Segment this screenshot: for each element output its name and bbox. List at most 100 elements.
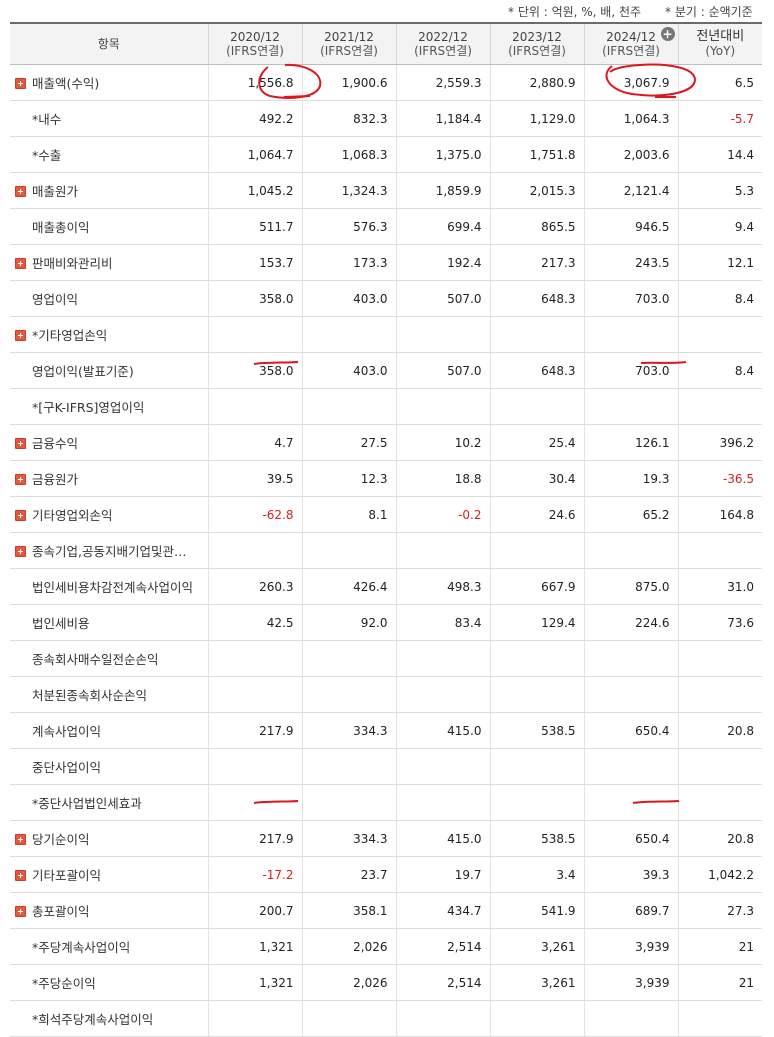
value-2023: 25.4 [489,424,584,461]
value-2022 [395,1000,490,1037]
row-label-cell: *내수 [10,100,208,137]
row-label-cell: 법인세비용차감전계속사업이익 [10,568,208,605]
plus-circle-icon[interactable]: + [660,27,675,41]
value-2020: 200.7 [207,892,302,929]
row-label-cell[interactable]: 총포괄이익 [10,892,208,929]
table-row: 종속기업,공동지배기업및관… [10,532,762,569]
expand-plus-icon[interactable] [15,546,26,557]
row-label: *기타영업손익 [32,328,108,343]
row-label: 영업이익(발표기준) [32,364,134,379]
row-label: 매출원가 [32,184,79,199]
value-2022: 498.3 [395,568,490,605]
row-label: *주당계속사업이익 [32,940,131,955]
expand-plus-icon[interactable] [15,258,26,269]
value-2020: 511.7 [207,208,302,245]
expand-plus-icon[interactable] [15,906,26,917]
value-2024: 650.4 [583,820,678,857]
value-2021: 1,900.6 [301,64,396,101]
row-label: 법인세비용 [32,616,90,631]
unit-label: * 단위 : 억원, %, 배, 천주 [508,5,642,19]
value-2021: 334.3 [301,820,396,857]
header-col-2021: 2021/12 (IFRS연결) [301,22,396,65]
value-2020: -62.8 [207,496,302,533]
header-item: 항목 [10,22,208,65]
row-label-cell[interactable]: 금융수익 [10,424,208,461]
value-2022: 415.0 [395,712,490,749]
row-label-cell[interactable]: *기타영업손익 [10,316,208,353]
value-2022: 19.7 [395,856,490,893]
expand-plus-icon[interactable] [15,870,26,881]
table-row: 영업이익(발표기준) 358.0 403.0 507.0 648.3 703.0 8.4 [10,352,762,389]
value-2024: 703.0 [583,352,678,389]
expand-plus-icon[interactable] [15,474,26,485]
value-2024 [583,532,678,569]
value-yoy: 20.8 [677,712,762,749]
value-2021 [301,640,396,677]
quarter-basis-label: * 분기 : 순액기준 [665,5,753,19]
row-label-cell[interactable]: 매출액(수익) [10,64,208,101]
value-2023: 667.9 [489,568,584,605]
table-row: 기타영업외손익 -62.8 8.1 -0.2 24.6 65.2 164.8 [10,496,762,533]
row-label-cell[interactable]: 당기순이익 [10,820,208,857]
value-2022 [395,640,490,677]
value-2022: 1,375.0 [395,136,490,173]
value-2021: 1,324.3 [301,172,396,209]
value-2020: 217.9 [207,712,302,749]
value-2024 [583,640,678,677]
table-row: 종속회사매수일전순손익 [10,640,762,677]
row-label-cell: *주당계속사업이익 [10,928,208,965]
value-2024: 689.7 [583,892,678,929]
value-2023: 865.5 [489,208,584,245]
value-yoy [677,676,762,713]
value-yoy [677,532,762,569]
row-label: *내수 [32,112,62,127]
table-row: 매출액(수익) 1,556.8 1,900.6 2,559.3 2,880.9 3,067… [10,64,762,101]
value-yoy [677,784,762,821]
value-2023 [489,388,584,425]
table-row: 금융수익 4.7 27.5 10.2 25.4 126.1 396.2 [10,424,762,461]
table-row: 계속사업이익 217.9 334.3 415.0 538.5 650.4 20.8 [10,712,762,749]
row-label: 계속사업이익 [32,724,102,739]
expand-plus-icon[interactable] [15,510,26,521]
value-2022 [395,316,490,353]
value-2023: 1,129.0 [489,100,584,137]
value-2020: 1,556.8 [207,64,302,101]
expand-plus-icon[interactable] [15,834,26,845]
value-2024: 2,003.6 [583,136,678,173]
value-yoy: 27.3 [677,892,762,929]
expand-plus-icon[interactable] [15,78,26,89]
value-yoy [677,388,762,425]
value-2020 [207,388,302,425]
expand-plus-icon[interactable] [15,330,26,341]
value-2024 [583,1000,678,1037]
value-2020: 492.2 [207,100,302,137]
row-label-cell[interactable]: 기타포괄이익 [10,856,208,893]
value-2023: 30.4 [489,460,584,497]
value-2020: 217.9 [207,820,302,857]
row-label-cell[interactable]: 금융원가 [10,460,208,497]
value-2021 [301,316,396,353]
row-label: 기타포괄이익 [32,868,102,883]
value-2021 [301,1000,396,1037]
value-2022: 1,859.9 [395,172,490,209]
row-label-cell[interactable]: 매출원가 [10,172,208,209]
table-row: *기타영업손익 [10,316,762,353]
expand-plus-icon[interactable] [15,186,26,197]
row-label-cell: *[구K-IFRS]영업이익 [10,388,208,425]
value-2023: 129.4 [489,604,584,641]
value-2020: 260.3 [207,568,302,605]
row-label-cell[interactable]: 판매비와관리비 [10,244,208,281]
value-2023: 24.6 [489,496,584,533]
value-yoy: 21 [677,928,762,965]
value-2024 [583,676,678,713]
value-2020 [207,784,302,821]
row-label: 종속회사매수일전순손익 [32,652,159,667]
value-2022: 434.7 [395,892,490,929]
value-yoy: 14.4 [677,136,762,173]
value-2022 [395,748,490,785]
row-label-cell[interactable]: 기타영업외손익 [10,496,208,533]
expand-plus-icon[interactable] [15,438,26,449]
value-2024: 703.0 [583,280,678,317]
value-yoy [677,316,762,353]
row-label-cell[interactable]: 종속기업,공동지배기업및관… [10,532,208,569]
